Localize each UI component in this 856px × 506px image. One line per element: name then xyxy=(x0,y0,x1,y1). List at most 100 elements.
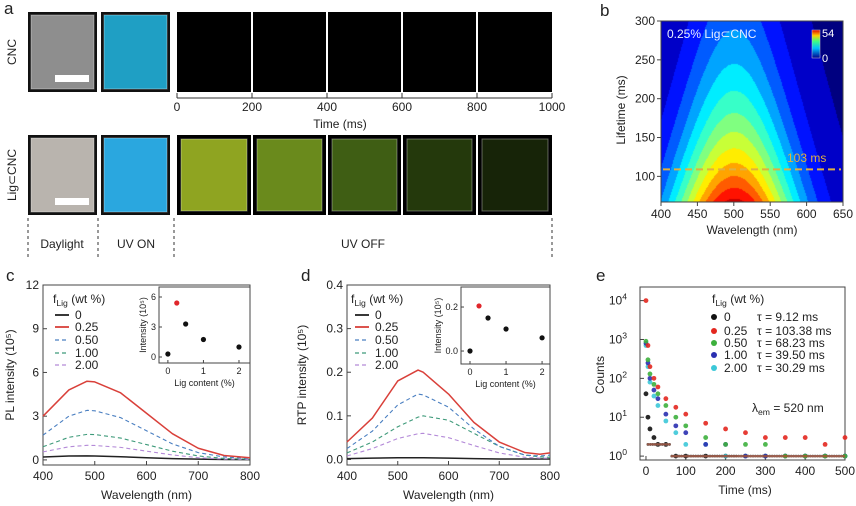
baseline-point-0.25 xyxy=(842,454,846,458)
inset-point xyxy=(476,303,482,309)
baseline-point-0.25 xyxy=(679,454,683,458)
data-point-1.00 xyxy=(651,387,657,393)
baseline-point-0.25 xyxy=(825,454,829,458)
sample-photo xyxy=(406,138,473,212)
baseline-point-0.25 xyxy=(770,454,774,458)
panel-label-d: d xyxy=(301,266,310,285)
x-tick-label: 200 xyxy=(716,464,736,478)
inset-point xyxy=(503,326,509,332)
y-tick-label: 103 xyxy=(609,330,627,346)
baseline-point-0.25 xyxy=(689,454,693,458)
y-tick-exponent: 3 xyxy=(622,330,627,340)
legend-title-main: f xyxy=(53,292,57,306)
baseline-point-0.25 xyxy=(713,454,717,458)
baseline-point-0.25 xyxy=(806,454,810,458)
y-tick-label: 250 xyxy=(635,53,655,67)
baseline-point-0.25 xyxy=(677,454,681,458)
baseline-point-0.25 xyxy=(775,454,779,458)
baseline-point-0.25 xyxy=(749,454,753,458)
y-tick-base: 10 xyxy=(609,294,623,308)
legend-label-0.25: 0.25 xyxy=(75,320,99,334)
inset-point xyxy=(200,336,207,343)
baseline-point-0.25 xyxy=(722,454,726,458)
baseline-point-0.25 xyxy=(837,454,841,458)
x-tick-label: 0 xyxy=(643,464,650,478)
baseline-point-0.25 xyxy=(708,454,712,458)
x-tick-label: 800 xyxy=(240,469,260,483)
legend-title-sub: Lig xyxy=(354,298,366,308)
baseline-point-0.25 xyxy=(682,454,686,458)
sample-photo xyxy=(253,12,326,92)
sample-photo xyxy=(481,138,549,212)
baseline-point-0.25 xyxy=(706,454,710,458)
sample-photo xyxy=(180,138,248,212)
y-tick-label: 300 xyxy=(635,14,655,28)
y-axis-label: RTP intensity (10⁵) xyxy=(295,325,309,426)
legend-title-main: f xyxy=(351,292,355,306)
y-tick-base: 10 xyxy=(609,332,623,346)
baseline-point-0.25 xyxy=(801,454,805,458)
baseline-point-0.25 xyxy=(830,454,834,458)
x-tick-label: 500 xyxy=(85,469,105,483)
scale-bar xyxy=(55,75,89,82)
reference-line-label: 103 ms xyxy=(787,151,826,165)
legend-title: fLig (wt %) xyxy=(53,292,105,308)
inset-y-tick-label: 0 xyxy=(151,352,156,362)
baseline-point-0.25 xyxy=(656,443,659,446)
legend-title: fLig (wt %) xyxy=(351,292,403,308)
y-tick-label: 200 xyxy=(635,92,655,106)
baseline-point-0.25 xyxy=(703,454,707,458)
data-point-0.50 xyxy=(663,403,669,408)
colorbar-max-label: 54 xyxy=(822,28,834,40)
x-tick-label: 400 xyxy=(337,469,357,483)
baseline-point-0.25 xyxy=(687,454,690,458)
inset-y-axis-label: Intensity (10⁵) xyxy=(138,297,148,353)
sample-photo xyxy=(177,12,251,92)
series-line-1.00 xyxy=(42,433,251,460)
series-line-2.00 xyxy=(346,432,550,459)
legend-lifetime-1.00: τ = 39.50 ms xyxy=(757,348,825,362)
baseline-point-0.25 xyxy=(746,454,750,458)
legend-label-1.00: 1.00 xyxy=(75,346,99,360)
scale-bar xyxy=(55,198,89,205)
data-point-1.00 xyxy=(703,442,709,447)
legend-title-rest: (wt %) xyxy=(727,292,764,306)
x-tick-label: 600 xyxy=(438,469,458,483)
legend-label-0.50: 0.50 xyxy=(75,333,99,347)
baseline-point-0.25 xyxy=(734,454,738,458)
baseline-point-0.25 xyxy=(696,454,700,458)
x-tick-label: 600 xyxy=(797,207,817,221)
data-point-0.25 xyxy=(762,435,768,440)
series-line-0.50 xyxy=(346,393,551,457)
baseline-point-0.25 xyxy=(835,454,839,458)
baseline-point-0.25 xyxy=(804,454,807,458)
data-point-1.00 xyxy=(663,411,669,417)
inset-point xyxy=(236,344,242,350)
baseline-point-0.25 xyxy=(732,454,736,458)
y-tick-label: 0.4 xyxy=(326,278,343,292)
x-tick-label: 600 xyxy=(136,469,156,483)
legend-label-0: 0 xyxy=(75,308,82,322)
legend-marker-0.25 xyxy=(711,328,717,334)
panel-label-e: e xyxy=(596,266,605,285)
y-tick-label: 104 xyxy=(609,292,627,308)
data-point-0.25 xyxy=(743,430,748,436)
baseline-point-0.25 xyxy=(782,454,786,458)
data-point-2.00 xyxy=(647,379,653,385)
inset-frame xyxy=(158,286,251,364)
baseline-point-0.25 xyxy=(828,454,831,458)
data-point-2.00 xyxy=(673,430,679,436)
legend-label-0.50: 0.50 xyxy=(724,336,748,350)
y-tick-label: 0.1 xyxy=(326,409,343,423)
sample-photo xyxy=(331,138,398,212)
y-tick-label: 102 xyxy=(609,369,627,385)
y-tick-exponent: 2 xyxy=(622,369,627,379)
data-point-0.25 xyxy=(703,420,709,426)
inset-point xyxy=(467,348,473,354)
data-point-0.25 xyxy=(673,404,679,410)
legend-title: fLig (wt %) xyxy=(712,292,764,308)
baseline-point-0.25 xyxy=(653,443,657,446)
data-point-0.25 xyxy=(723,426,728,432)
heatmap-frame xyxy=(660,20,844,203)
